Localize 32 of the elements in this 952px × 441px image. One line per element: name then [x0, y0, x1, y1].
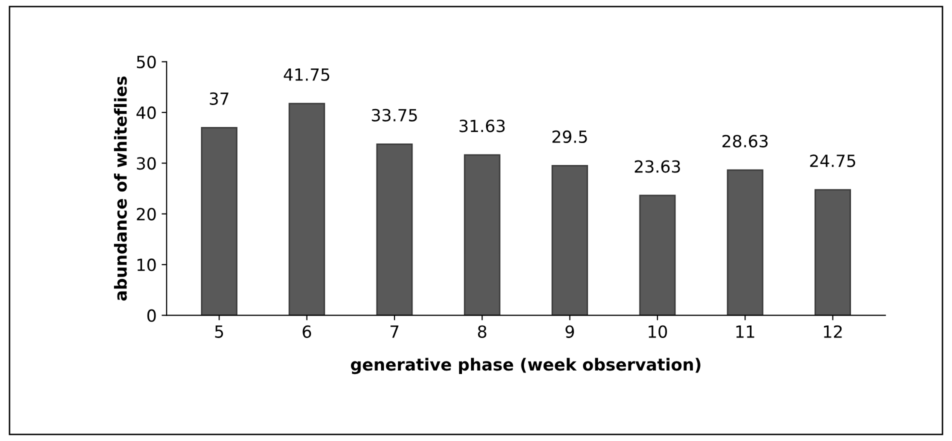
- y-tick-label: 40: [136, 106, 156, 120]
- bar: [376, 143, 413, 316]
- x-tick-label: 11: [736, 326, 754, 338]
- x-tick-label: 10: [648, 325, 667, 338]
- bar: [288, 102, 326, 316]
- data-label: 29.5: [552, 130, 587, 144]
- x-tick-label: 12: [824, 325, 842, 338]
- data-label: 37: [210, 92, 228, 105]
- data-label: 23.63: [634, 160, 680, 173]
- x-tick-label: 9: [566, 325, 574, 338]
- data-label: 41.75: [284, 68, 330, 81]
- y-tick-label: 10: [138, 258, 156, 272]
- data-label: 33.75: [372, 108, 417, 122]
- bar: [552, 165, 588, 316]
- x-tick-label: 5: [215, 326, 224, 338]
- y-axis-title: abundance of whiteflies: [114, 76, 127, 301]
- data-label: 24.75: [810, 154, 856, 168]
- x-tick-label: 8: [478, 325, 486, 338]
- y-tick-label: 30: [136, 157, 156, 170]
- data-label: 31.63: [460, 120, 505, 132]
- bar: [464, 154, 500, 316]
- bar: [200, 126, 238, 316]
- y-tick-label: 20: [136, 208, 156, 220]
- y-tick-label: 50: [136, 56, 156, 68]
- bar: [814, 189, 851, 316]
- y-tick-label: 0: [147, 309, 156, 322]
- x-axis-title: generative phase (week observation): [350, 358, 700, 374]
- x-tick-label: 6: [302, 325, 312, 338]
- data-label: 28.63: [722, 134, 768, 148]
- bar: [639, 194, 676, 316]
- bar: [726, 169, 764, 316]
- x-tick-label: 7: [390, 326, 398, 338]
